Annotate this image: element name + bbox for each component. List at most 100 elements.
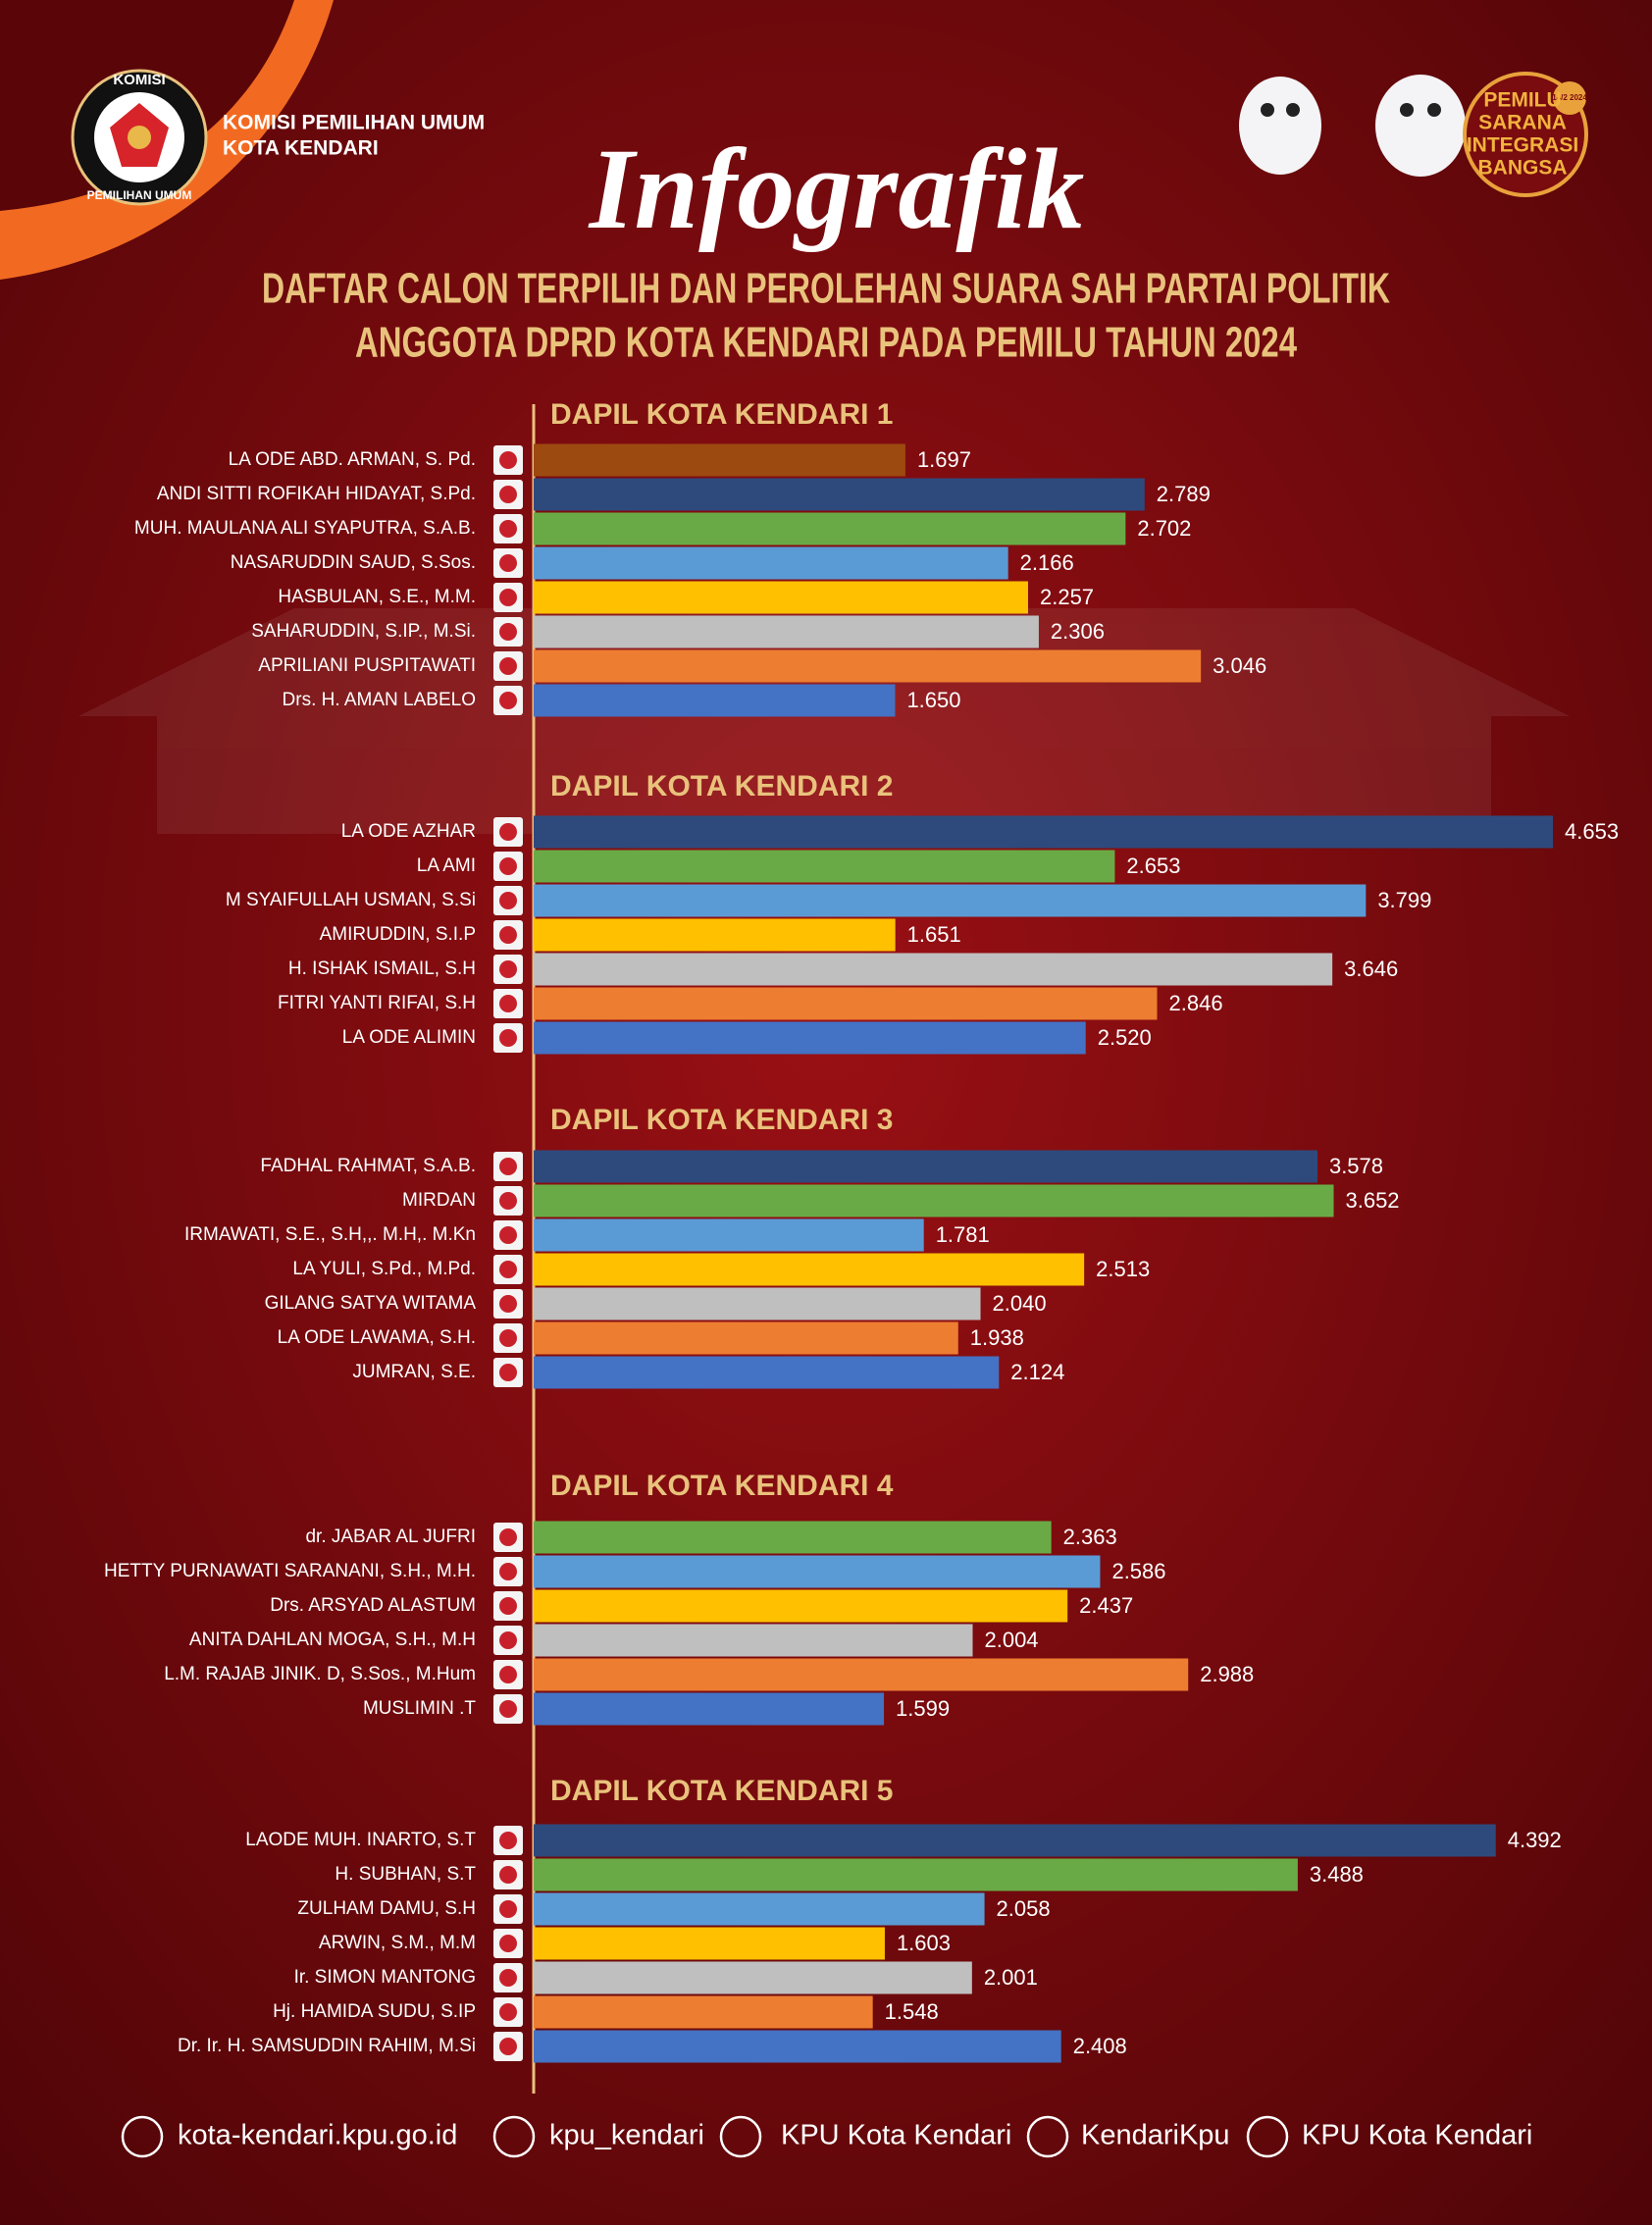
value-label: 1.650 <box>906 688 960 712</box>
value-label: 2.166 <box>1020 550 1074 575</box>
party-logo-mark <box>499 1158 517 1175</box>
logo-bottom-text: PEMILIHAN UMUM <box>87 188 192 202</box>
org-name: KOMISI PEMILIHAN UMUM <box>223 112 485 134</box>
party-logo-mark <box>499 1364 517 1381</box>
subtitle: ANGGOTA DPRD KOTA KENDARI PADA PEMILU TA… <box>355 319 1297 367</box>
main-title: Infografik <box>588 125 1085 253</box>
subtitle: DAFTAR CALON TERPILIH DAN PEROLEHAN SUAR… <box>262 265 1390 313</box>
candidate-name: LA AMI <box>417 855 476 876</box>
value-label: 2.004 <box>984 1628 1038 1652</box>
value-label: 2.988 <box>1200 1662 1254 1686</box>
bar <box>534 1253 1085 1286</box>
bar <box>534 1321 958 1355</box>
party-logo-mark <box>499 1528 517 1546</box>
bar <box>534 512 1126 545</box>
value-label: 2.257 <box>1040 585 1094 609</box>
mascots <box>1239 75 1466 177</box>
value-label: 1.697 <box>917 447 971 472</box>
party-logo-mark <box>499 1192 517 1210</box>
bar <box>534 1184 1334 1217</box>
bar <box>534 884 1367 917</box>
candidate-name: ANITA DAHLAN MOGA, S.H., M.H <box>189 1630 476 1650</box>
bar <box>534 1021 1086 1055</box>
candidate-name: FADHAL RAHMAT, S.A.B. <box>260 1156 476 1176</box>
candidate-name: ARWIN, S.M., M.M <box>319 1933 476 1953</box>
candidate-name: Drs. H. AMAN LABELO <box>283 690 476 710</box>
candidate-name: LA ODE ALIMIN <box>342 1027 476 1048</box>
value-label: 2.040 <box>993 1291 1047 1316</box>
party-logo-mark <box>499 1666 517 1683</box>
section-title: DAPIL KOTA KENDARI 3 <box>550 1104 893 1136</box>
candidate-name: FITRI YANTI RIFAI, S.H <box>278 993 476 1013</box>
candidate-name: HASBULAN, S.E., M.M. <box>278 587 476 607</box>
value-label: 2.058 <box>997 1896 1051 1921</box>
footer-instagram[interactable]: kpu_kendari <box>549 2120 704 2151</box>
bar <box>534 1589 1068 1623</box>
badge-text: SARANA <box>1478 112 1567 134</box>
candidate-name: Dr. Ir. H. SAMSUDDIN RAHIM, M.Si <box>178 2036 476 2056</box>
bar <box>534 1927 885 1960</box>
value-label: 2.306 <box>1051 619 1105 644</box>
bar <box>534 546 1008 580</box>
bar <box>534 918 896 952</box>
footer-youtube[interactable]: KPU Kota Kendari <box>1302 2120 1532 2151</box>
value-label: 2.702 <box>1137 516 1191 541</box>
party-logo-mark <box>499 1597 517 1615</box>
party-logo-mark <box>499 520 517 538</box>
value-label: 3.646 <box>1344 957 1398 981</box>
candidate-name: NASARUDDIN SAUD, S.Sos. <box>231 552 476 573</box>
party-logo-mark <box>499 1631 517 1649</box>
value-label: 4.392 <box>1508 1828 1562 1852</box>
bar <box>534 581 1028 614</box>
party-logo-mark <box>499 1935 517 1952</box>
bar <box>534 1692 885 1726</box>
candidate-name: HETTY PURNAWATI SARANANI, S.H., M.H. <box>104 1561 476 1581</box>
party-logo-mark <box>499 892 517 909</box>
party-logo-mark <box>499 554 517 572</box>
badge-text: INTEGRASI <box>1467 134 1578 157</box>
party-logo-mark <box>499 451 517 469</box>
badge-date: 14/2 2024 <box>1552 93 1587 102</box>
candidate-name: ANDI SITTI ROFIKAH HIDAYAT, S.Pd. <box>157 484 476 504</box>
value-label: 1.938 <box>970 1325 1024 1350</box>
candidate-name: LA YULI, S.Pd., M.Pd. <box>292 1259 476 1279</box>
org-city: KOTA KENDARI <box>223 137 379 160</box>
bar <box>534 684 896 717</box>
bar <box>534 1892 985 1926</box>
candidate-name: MUH. MAULANA ALI SYAPUTRA, S.A.B. <box>134 518 476 539</box>
party-logo-mark <box>499 823 517 841</box>
party-logo-mark <box>499 1029 517 1047</box>
party-logo-mark <box>499 1226 517 1244</box>
logo-top-text: KOMISI <box>113 72 165 88</box>
value-label: 2.513 <box>1096 1257 1150 1281</box>
candidate-name: H. ISHAK ISMAIL, S.H <box>288 958 476 979</box>
footer-twitter[interactable]: KendariKpu <box>1081 2120 1230 2151</box>
candidate-name: SAHARUDDIN, S.IP., M.Si. <box>251 621 476 642</box>
candidate-name: M SYAIFULLAH USMAN, S.Si <box>226 890 476 910</box>
footer-facebook[interactable]: KPU Kota Kendari <box>781 2120 1011 2151</box>
value-label: 2.789 <box>1157 482 1211 506</box>
value-label: 2.124 <box>1010 1360 1064 1384</box>
bar <box>534 1658 1189 1691</box>
badge-text: PEMILU <box>1483 89 1561 112</box>
value-label: 1.603 <box>897 1931 951 1955</box>
bar <box>534 1824 1496 1857</box>
value-label: 3.578 <box>1329 1154 1383 1178</box>
footer-website[interactable]: kota-kendari.kpu.go.id <box>178 2120 457 2151</box>
bar <box>534 1555 1101 1588</box>
candidate-name: APRILIANI PUSPITAWATI <box>258 655 476 676</box>
section-title: DAPIL KOTA KENDARI 1 <box>550 398 893 431</box>
value-label: 2.408 <box>1073 2034 1127 2058</box>
value-label: 1.548 <box>885 1999 939 2024</box>
value-label: 3.488 <box>1310 1862 1364 1887</box>
value-label: 2.363 <box>1063 1525 1117 1549</box>
party-logo-mark <box>499 692 517 709</box>
candidate-name: JUMRAN, S.E. <box>352 1362 476 1382</box>
bar <box>534 987 1158 1020</box>
candidate-name: Ir. SIMON MANTONG <box>294 1967 476 1988</box>
candidate-name: GILANG SATYA WITAMA <box>265 1293 477 1314</box>
candidate-name: LA ODE ABD. ARMAN, S. Pd. <box>229 449 476 470</box>
bar <box>534 2030 1061 2063</box>
